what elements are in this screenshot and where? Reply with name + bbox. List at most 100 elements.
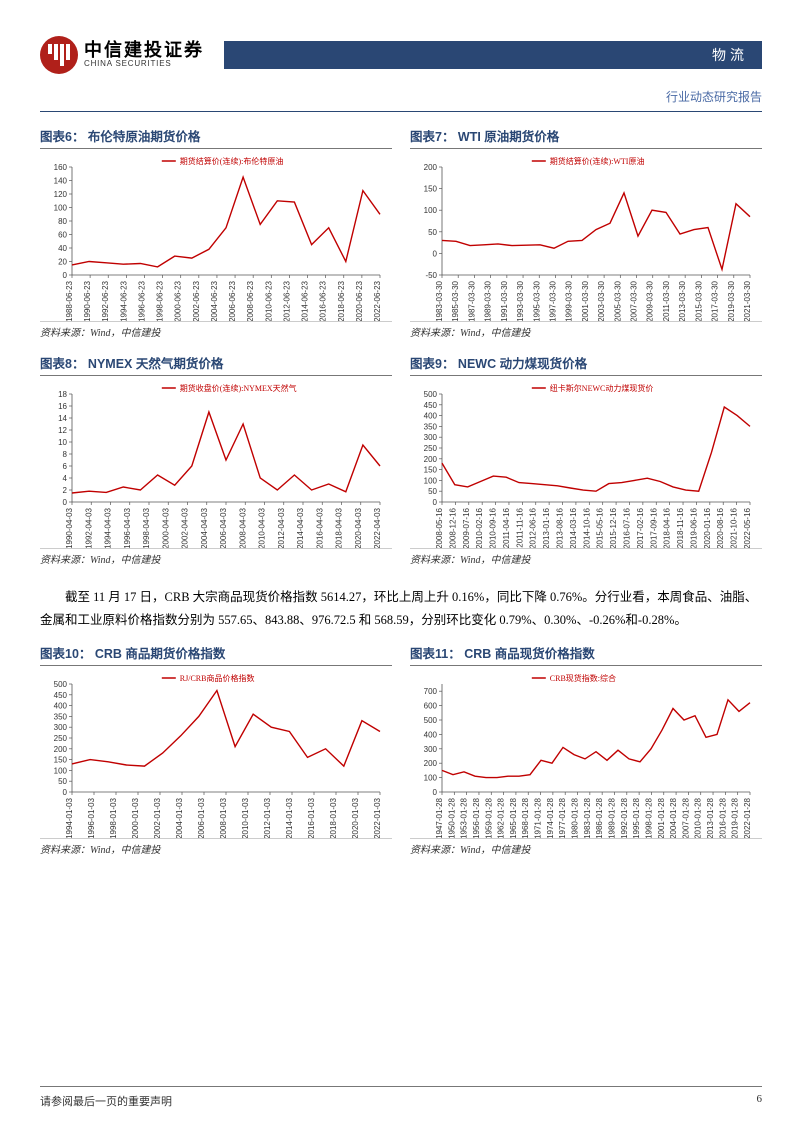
svg-text:2008-06-23: 2008-06-23	[246, 280, 255, 321]
chart-c11: 图表11： CRB 商品现货价格指数 CRB现货指数:综合 0100200300…	[410, 643, 762, 866]
svg-text:1950-01-28: 1950-01-28	[447, 797, 456, 838]
svg-text:0: 0	[63, 498, 68, 507]
page-header: 中信建投证券 CHINA SECURITIES 物流	[40, 30, 762, 80]
svg-text:2022-05-16: 2022-05-16	[743, 507, 752, 548]
svg-text:1987-03-30: 1987-03-30	[467, 280, 476, 321]
chart-c10: 图表10： CRB 商品期货价格指数 RJ/CRB商品价格指数 05010015…	[40, 643, 392, 866]
svg-text:1989-01-28: 1989-01-28	[607, 797, 616, 838]
svg-text:2021-10-16: 2021-10-16	[730, 507, 739, 548]
svg-text:2012-04-03: 2012-04-03	[277, 507, 286, 548]
svg-text:1995-03-30: 1995-03-30	[532, 280, 541, 321]
svg-text:2008-12-16: 2008-12-16	[448, 507, 457, 548]
svg-text:1996-01-03: 1996-01-03	[87, 797, 96, 838]
svg-text:2017-03-30: 2017-03-30	[711, 280, 720, 321]
chart-c6: 图表6： 布伦特原油期货价格 期货结算价(连续):布伦特原油 020406080…	[40, 126, 392, 349]
svg-text:2000-06-23: 2000-06-23	[174, 280, 183, 321]
svg-text:2010-09-16: 2010-09-16	[489, 507, 498, 548]
svg-text:2001-03-30: 2001-03-30	[581, 280, 590, 321]
svg-text:1962-01-28: 1962-01-28	[497, 797, 506, 838]
svg-text:2013-08-16: 2013-08-16	[556, 507, 565, 548]
svg-text:期货结算价(连续):布伦特原油: 期货结算价(连续):布伦特原油	[180, 156, 284, 166]
svg-text:0: 0	[433, 498, 438, 507]
svg-text:350: 350	[424, 422, 438, 431]
svg-text:2021-03-30: 2021-03-30	[743, 280, 752, 321]
svg-text:50: 50	[428, 228, 437, 237]
svg-text:1953-01-28: 1953-01-28	[460, 797, 469, 838]
svg-text:200: 200	[424, 759, 438, 768]
svg-text:1998-06-23: 1998-06-23	[156, 280, 165, 321]
svg-text:2020-01-03: 2020-01-03	[351, 797, 360, 838]
svg-text:1974-01-28: 1974-01-28	[546, 797, 555, 838]
chart-canvas: RJ/CRB商品价格指数 050100150200250300350400450…	[40, 668, 392, 838]
svg-text:2008-04-03: 2008-04-03	[238, 507, 247, 548]
svg-text:2002-06-23: 2002-06-23	[192, 280, 201, 321]
svg-text:50: 50	[428, 487, 437, 496]
svg-text:2019-06-16: 2019-06-16	[689, 507, 698, 548]
svg-text:2020-08-16: 2020-08-16	[716, 507, 725, 548]
svg-text:2002-04-03: 2002-04-03	[181, 507, 190, 548]
svg-text:200: 200	[424, 163, 438, 172]
chart-c9: 图表9： NEWC 动力煤现货价格 纽卡斯尔NEWC动力煤现货价 0501001…	[410, 353, 762, 576]
svg-text:2010-02-16: 2010-02-16	[475, 507, 484, 548]
svg-text:2006-01-03: 2006-01-03	[197, 797, 206, 838]
chart-row-1: 图表6： 布伦特原油期货价格 期货结算价(连续):布伦特原油 020406080…	[40, 126, 762, 353]
svg-text:1991-03-30: 1991-03-30	[500, 280, 509, 321]
svg-text:2013-03-30: 2013-03-30	[678, 280, 687, 321]
svg-text:100: 100	[424, 476, 438, 485]
svg-text:2004-06-23: 2004-06-23	[210, 280, 219, 321]
svg-text:2014-10-16: 2014-10-16	[582, 507, 591, 548]
svg-text:1983-01-28: 1983-01-28	[583, 797, 592, 838]
svg-text:300: 300	[424, 433, 438, 442]
svg-text:200: 200	[54, 745, 68, 754]
svg-text:2010-01-03: 2010-01-03	[241, 797, 250, 838]
svg-text:RJ/CRB商品价格指数: RJ/CRB商品价格指数	[180, 673, 255, 683]
svg-text:60: 60	[58, 231, 67, 240]
svg-text:100: 100	[54, 766, 68, 775]
svg-text:1956-01-28: 1956-01-28	[472, 797, 481, 838]
svg-text:1997-03-30: 1997-03-30	[548, 280, 557, 321]
chart-title: 图表8： NYMEX 天然气期货价格	[40, 353, 392, 376]
svg-text:1994-06-23: 1994-06-23	[119, 280, 128, 321]
chart-title: 图表7： WTI 原油期货价格	[410, 126, 762, 149]
svg-text:2006-04-03: 2006-04-03	[219, 507, 228, 548]
svg-text:2007-01-28: 2007-01-28	[681, 797, 690, 838]
chart-title: 图表6： 布伦特原油期货价格	[40, 126, 392, 149]
svg-text:纽卡斯尔NEWC动力煤现货价: 纽卡斯尔NEWC动力煤现货价	[550, 383, 654, 393]
svg-text:2022-06-23: 2022-06-23	[373, 280, 382, 321]
svg-text:2007-03-30: 2007-03-30	[630, 280, 639, 321]
svg-text:2014-04-03: 2014-04-03	[296, 507, 305, 548]
svg-text:1985-03-30: 1985-03-30	[451, 280, 460, 321]
svg-text:160: 160	[54, 163, 68, 172]
chart-source: 资料来源：Wind，中信建投	[40, 321, 392, 339]
svg-text:2003-03-30: 2003-03-30	[597, 280, 606, 321]
svg-text:2022-04-03: 2022-04-03	[373, 507, 382, 548]
svg-text:1989-03-30: 1989-03-30	[484, 280, 493, 321]
svg-text:2010-01-28: 2010-01-28	[694, 797, 703, 838]
svg-text:2016-06-23: 2016-06-23	[319, 280, 328, 321]
svg-text:2016-01-28: 2016-01-28	[718, 797, 727, 838]
svg-text:18: 18	[58, 390, 67, 399]
svg-text:700: 700	[424, 687, 438, 696]
svg-text:2010-04-03: 2010-04-03	[258, 507, 267, 548]
svg-text:2012-01-03: 2012-01-03	[263, 797, 272, 838]
logo-icon	[40, 36, 78, 74]
svg-text:2011-11-16: 2011-11-16	[515, 507, 524, 547]
svg-text:2019-01-28: 2019-01-28	[731, 797, 740, 838]
svg-text:150: 150	[424, 185, 438, 194]
svg-text:600: 600	[424, 702, 438, 711]
chart-source: 资料来源：Wind，中信建投	[410, 548, 762, 566]
svg-text:2016-01-03: 2016-01-03	[307, 797, 316, 838]
svg-text:2015-03-30: 2015-03-30	[694, 280, 703, 321]
svg-text:250: 250	[54, 734, 68, 743]
chart-source: 资料来源：Wind，中信建投	[40, 838, 392, 856]
svg-text:2018-04-16: 2018-04-16	[663, 507, 672, 548]
svg-text:2: 2	[63, 486, 68, 495]
svg-text:12: 12	[58, 426, 67, 435]
svg-text:2018-04-03: 2018-04-03	[335, 507, 344, 548]
svg-text:2009-03-30: 2009-03-30	[646, 280, 655, 321]
svg-text:8: 8	[63, 450, 68, 459]
svg-text:2020-01-16: 2020-01-16	[703, 507, 712, 548]
svg-text:80: 80	[58, 217, 67, 226]
svg-text:2004-01-28: 2004-01-28	[669, 797, 678, 838]
svg-text:1988-06-23: 1988-06-23	[65, 280, 74, 321]
